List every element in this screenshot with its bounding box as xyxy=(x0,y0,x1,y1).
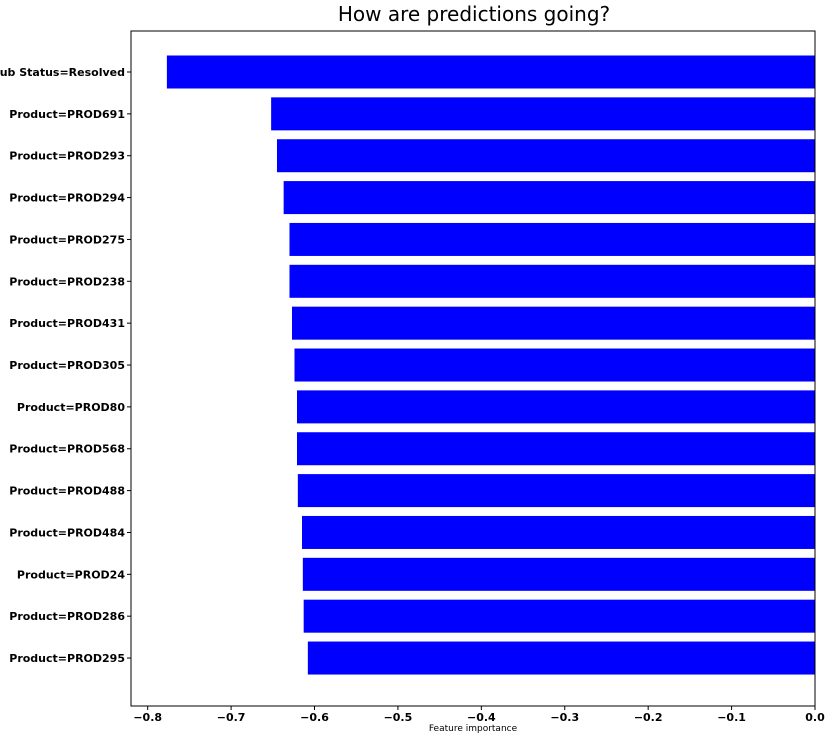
bar xyxy=(291,306,815,340)
bar xyxy=(302,557,816,591)
y-tick-label: Product=PROD293 xyxy=(9,150,125,163)
y-tick-label: Product=PROD24 xyxy=(17,568,125,581)
x-axis-label: Feature importance xyxy=(429,724,518,734)
x-tick-label: −0.7 xyxy=(217,711,246,724)
bar xyxy=(297,474,816,508)
y-tick-label: Product=PROD275 xyxy=(9,233,125,246)
bar xyxy=(303,599,815,633)
x-tick-label: −0.1 xyxy=(717,711,746,724)
bars-group xyxy=(166,55,816,675)
x-tick-label: −0.4 xyxy=(467,711,496,724)
bar xyxy=(307,641,815,675)
bar xyxy=(271,97,815,131)
bar xyxy=(276,139,816,173)
bar xyxy=(296,390,815,424)
y-tick-label: Product=PROD484 xyxy=(9,526,125,539)
x-tick-label: −0.5 xyxy=(384,711,413,724)
y-tick-label: Product=PROD305 xyxy=(9,359,125,372)
bar xyxy=(283,181,815,215)
y-tick-label: Product=PROD488 xyxy=(9,485,125,498)
bar xyxy=(302,515,815,549)
y-tick-label: Product=PROD238 xyxy=(9,275,125,288)
x-tick-label: −0.6 xyxy=(300,711,329,724)
y-tick-label: Sub Status=Resolved xyxy=(0,66,125,79)
x-tick-label: −0.3 xyxy=(550,711,579,724)
bar xyxy=(294,348,815,382)
y-tick-label: Product=PROD431 xyxy=(9,317,125,330)
plot-frame xyxy=(130,30,816,707)
x-tick-label: 0.0 xyxy=(805,711,825,724)
bar xyxy=(289,222,815,256)
x-axis: −0.8 −0.7 −0.6 −0.5 −0.4 −0.3 −0.2 −0.1 0.0 xyxy=(133,706,825,724)
y-tick-labels: Sub Status=Resolved Product=PROD691 Produc… xyxy=(0,66,131,665)
y-tick-label: Product=PROD286 xyxy=(9,610,125,623)
x-tick-label: −0.8 xyxy=(133,711,162,724)
bar xyxy=(166,55,815,89)
bar xyxy=(289,264,815,298)
y-tick-label: Product=PROD80 xyxy=(17,401,125,414)
chart-title: How are predictions going? xyxy=(338,2,610,26)
x-tick-label: −0.2 xyxy=(634,711,663,724)
y-tick-label: Product=PROD295 xyxy=(9,652,125,665)
y-tick-label: Product=PROD294 xyxy=(9,192,125,205)
bar xyxy=(296,432,815,466)
y-tick-label: Product=PROD691 xyxy=(9,108,125,121)
y-tick-label: Product=PROD568 xyxy=(9,443,125,456)
